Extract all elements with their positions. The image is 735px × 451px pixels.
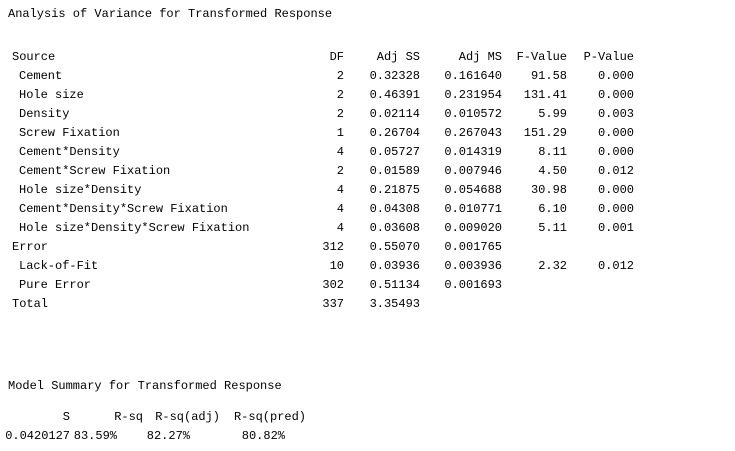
value-cell: 0.26704 bbox=[369, 126, 420, 140]
value-cell: 8.11 bbox=[538, 145, 567, 159]
value-cell: P-Value bbox=[583, 50, 634, 64]
value-cell: 5.11 bbox=[538, 221, 567, 235]
value-cell: 0.21875 bbox=[369, 183, 420, 197]
value-cell: 0.000 bbox=[597, 88, 634, 102]
value-cell: 2 bbox=[336, 164, 344, 178]
value-cell: 0.001 bbox=[597, 221, 634, 235]
value-cell: 6.10 bbox=[538, 202, 567, 216]
value-cell: 131.41 bbox=[523, 88, 567, 102]
value-cell: 0.000 bbox=[597, 69, 634, 83]
source-cell: Cement bbox=[19, 69, 63, 83]
source-cell: Cement*Screw Fixation bbox=[19, 164, 171, 178]
value-cell: 0.000 bbox=[597, 202, 634, 216]
source-cell: Pure Error bbox=[19, 278, 92, 292]
value-cell: 30.98 bbox=[530, 183, 567, 197]
summary-value: 80.82% bbox=[241, 429, 285, 443]
value-cell: 0.009020 bbox=[444, 221, 502, 235]
summary-header: S bbox=[62, 410, 70, 424]
value-cell: 0.000 bbox=[597, 126, 634, 140]
value-cell: DF bbox=[329, 50, 344, 64]
summary-title: Model Summary for Transformed Response bbox=[8, 379, 282, 393]
value-cell: 0.32328 bbox=[369, 69, 420, 83]
value-cell: Adj MS bbox=[458, 50, 502, 64]
value-cell: 2 bbox=[336, 69, 344, 83]
value-cell: 2 bbox=[336, 107, 344, 121]
source-cell: Error bbox=[12, 240, 49, 254]
value-cell: 0.51134 bbox=[369, 278, 420, 292]
value-cell: 91.58 bbox=[530, 69, 567, 83]
value-cell: 0.03608 bbox=[369, 221, 420, 235]
source-cell: Hole size*Density bbox=[19, 183, 142, 197]
value-cell: 302 bbox=[322, 278, 344, 292]
value-cell: 4 bbox=[336, 145, 344, 159]
value-cell: 0.46391 bbox=[369, 88, 420, 102]
value-cell: 3.35493 bbox=[369, 297, 420, 311]
value-cell: 0.010572 bbox=[444, 107, 502, 121]
value-cell: 0.000 bbox=[597, 183, 634, 197]
value-cell: 312 bbox=[322, 240, 344, 254]
value-cell: 0.007946 bbox=[444, 164, 502, 178]
source-cell: Density bbox=[19, 107, 70, 121]
value-cell: 0.267043 bbox=[444, 126, 502, 140]
summary-header: R-sq(adj) bbox=[155, 410, 220, 424]
source-cell: Source bbox=[12, 50, 56, 64]
source-cell: Screw Fixation bbox=[19, 126, 120, 140]
value-cell: 5.99 bbox=[538, 107, 567, 121]
source-cell: Total bbox=[12, 297, 49, 311]
value-cell: 2 bbox=[336, 88, 344, 102]
summary-header: R-sq(pred) bbox=[233, 410, 306, 424]
value-cell: 0.010771 bbox=[444, 202, 502, 216]
value-cell: 0.003936 bbox=[444, 259, 502, 273]
value-cell: 0.012 bbox=[597, 259, 634, 273]
value-cell: 0.014319 bbox=[444, 145, 502, 159]
summary-value: 82.27% bbox=[146, 429, 190, 443]
value-cell: 4 bbox=[336, 221, 344, 235]
value-cell: 0.054688 bbox=[444, 183, 502, 197]
value-cell: 4 bbox=[336, 183, 344, 197]
value-cell: 4 bbox=[336, 202, 344, 216]
value-cell: 0.231954 bbox=[444, 88, 502, 102]
value-cell: 0.003 bbox=[597, 107, 634, 121]
value-cell: 0.04308 bbox=[369, 202, 420, 216]
value-cell: 0.02114 bbox=[369, 107, 420, 121]
value-cell: 0.55070 bbox=[369, 240, 420, 254]
value-cell: 151.29 bbox=[523, 126, 567, 140]
anova-title: Analysis of Variance for Transformed Res… bbox=[8, 7, 333, 21]
summary-value: 0.0420127 bbox=[5, 429, 70, 443]
value-cell: 0.03936 bbox=[369, 259, 420, 273]
value-cell: 0.012 bbox=[597, 164, 634, 178]
summary-header: R-sq bbox=[114, 410, 143, 424]
value-cell: 0.01589 bbox=[369, 164, 420, 178]
value-cell: 337 bbox=[322, 297, 344, 311]
value-cell: 0.05727 bbox=[369, 145, 420, 159]
value-cell: 0.001765 bbox=[444, 240, 502, 254]
source-cell: Lack-of-Fit bbox=[19, 259, 99, 273]
value-cell: 1 bbox=[336, 126, 344, 140]
value-cell: 0.000 bbox=[597, 145, 634, 159]
value-cell: 4.50 bbox=[538, 164, 567, 178]
value-cell: F-Value bbox=[516, 50, 567, 64]
value-cell: 0.161640 bbox=[444, 69, 502, 83]
value-cell: Adj SS bbox=[376, 50, 420, 64]
source-cell: Hole size bbox=[19, 88, 84, 102]
value-cell: 10 bbox=[329, 259, 344, 273]
value-cell: 2.32 bbox=[538, 259, 567, 273]
value-cell: 0.001693 bbox=[444, 278, 502, 292]
source-cell: Hole size*Density*Screw Fixation bbox=[19, 221, 250, 235]
summary-value: 83.59% bbox=[73, 429, 117, 443]
source-cell: Cement*Density*Screw Fixation bbox=[19, 202, 228, 216]
source-cell: Cement*Density bbox=[19, 145, 120, 159]
